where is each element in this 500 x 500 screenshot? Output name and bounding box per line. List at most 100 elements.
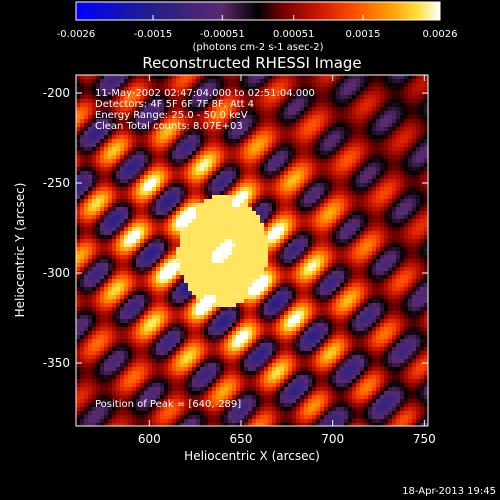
heatmap-cell <box>196 139 201 144</box>
heatmap-cell <box>216 275 221 280</box>
heatmap-cell <box>148 255 153 260</box>
heatmap-cell <box>136 207 141 212</box>
heatmap-cell <box>156 183 161 188</box>
heatmap-cell <box>276 199 281 204</box>
heatmap-cell <box>272 211 277 216</box>
heatmap-cell <box>132 83 137 88</box>
heatmap-cell <box>196 339 201 344</box>
heatmap-cell <box>300 115 305 120</box>
heatmap-cell <box>124 179 129 184</box>
heatmap-cell <box>196 247 201 252</box>
heatmap-cell <box>140 323 145 328</box>
heatmap-cell <box>208 327 213 332</box>
heatmap-cell <box>200 407 205 412</box>
heatmap-cell <box>124 151 129 156</box>
heatmap-cell <box>200 307 205 312</box>
heatmap-cell <box>264 251 269 256</box>
heatmap-cell <box>88 263 93 268</box>
heatmap-cell <box>248 171 253 176</box>
heatmap-cell <box>96 143 101 148</box>
heatmap-cell <box>144 103 149 108</box>
heatmap-cell <box>116 111 121 116</box>
heatmap-cell <box>228 311 233 316</box>
heatmap-cell <box>80 147 85 152</box>
heatmap-cell <box>128 363 133 368</box>
heatmap-cell <box>268 135 273 140</box>
heatmap-cell <box>268 275 273 280</box>
heatmap-cell <box>136 327 141 332</box>
heatmap-cell <box>156 243 161 248</box>
heatmap-cell <box>192 167 197 172</box>
heatmap-cell <box>128 371 133 376</box>
heatmap-cell <box>84 407 89 412</box>
heatmap-cell <box>88 131 93 136</box>
heatmap-cell <box>248 359 253 364</box>
heatmap-cell <box>220 403 225 408</box>
heatmap-cell <box>128 131 133 136</box>
heatmap-cell <box>272 271 277 276</box>
heatmap-cell <box>256 199 261 204</box>
heatmap-cell <box>240 259 245 264</box>
heatmap-cell <box>220 323 225 328</box>
heatmap-cell <box>172 119 177 124</box>
heatmap-cell <box>272 251 277 256</box>
heatmap-cell <box>292 315 297 320</box>
heatmap-cell <box>236 207 241 212</box>
heatmap-cell <box>112 115 117 120</box>
heatmap-cell <box>76 87 81 92</box>
heatmap-cell <box>248 159 253 164</box>
heatmap-cell <box>104 127 109 132</box>
heatmap-cell <box>148 411 153 416</box>
heatmap-cell <box>128 287 133 292</box>
heatmap-cell <box>76 171 81 176</box>
heatmap-cell <box>208 247 213 252</box>
heatmap-cell <box>160 403 165 408</box>
heatmap-cell <box>236 91 241 96</box>
heatmap-cell <box>272 115 277 120</box>
heatmap-cell <box>136 259 141 264</box>
heatmap-cell <box>144 115 149 120</box>
heatmap-cell <box>120 139 125 144</box>
heatmap-cell <box>152 135 157 140</box>
heatmap-cell <box>80 179 85 184</box>
heatmap-cell <box>164 247 169 252</box>
heatmap-cell <box>240 203 245 208</box>
heatmap-cell <box>204 411 209 416</box>
heatmap-cell <box>184 135 189 140</box>
heatmap-cell <box>244 327 249 332</box>
heatmap-cell <box>264 135 269 140</box>
heatmap-cell <box>300 251 305 256</box>
heatmap-cell <box>176 247 181 252</box>
heatmap-cell <box>120 367 125 372</box>
heatmap-cell <box>296 115 301 120</box>
heatmap-cell <box>248 179 253 184</box>
heatmap-cell <box>160 247 165 252</box>
heatmap-cell <box>172 359 177 364</box>
heatmap-cell <box>224 227 229 232</box>
heatmap-cell <box>96 407 101 412</box>
heatmap-cell <box>160 115 165 120</box>
heatmap-cell <box>108 107 113 112</box>
heatmap-cell <box>176 163 181 168</box>
heatmap-cell <box>264 339 269 344</box>
heatmap-cell <box>88 223 93 228</box>
heatmap-cell <box>176 323 181 328</box>
heatmap-cell <box>188 347 193 352</box>
heatmap-cell <box>292 183 297 188</box>
heatmap-cell <box>164 171 169 176</box>
heatmap-cell <box>100 259 105 264</box>
heatmap-cell <box>132 239 137 244</box>
heatmap-cell <box>104 319 109 324</box>
heatmap-cell <box>116 171 121 176</box>
heatmap-cell <box>180 291 185 296</box>
heatmap-cell <box>100 159 105 164</box>
heatmap-cell <box>180 103 185 108</box>
heatmap-cell <box>292 423 297 426</box>
heatmap-cell <box>220 163 225 168</box>
heatmap-cell <box>116 347 121 352</box>
heatmap-cell <box>244 83 249 88</box>
heatmap-cell <box>80 295 85 300</box>
heatmap-cell <box>96 223 101 228</box>
heatmap-cell <box>104 155 109 160</box>
heatmap-cell <box>136 219 141 224</box>
